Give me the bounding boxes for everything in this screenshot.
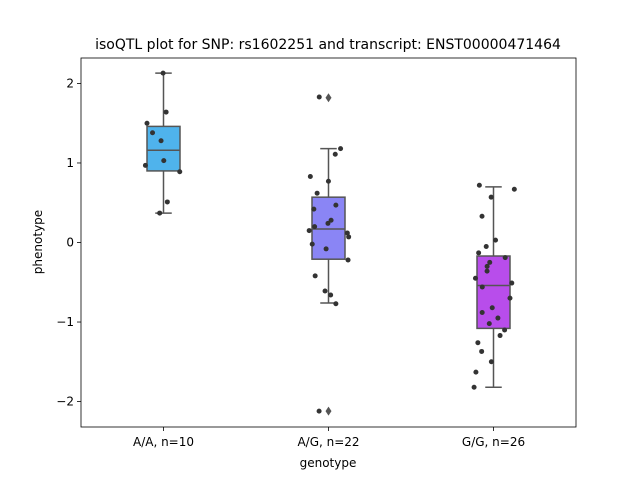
outlier-marker: [325, 93, 332, 103]
outlier-marker: [325, 406, 332, 416]
data-point: [472, 275, 478, 281]
data-point: [346, 234, 352, 240]
data-point: [488, 194, 494, 200]
data-point: [476, 182, 482, 188]
data-point: [333, 202, 339, 208]
y-tick-label: −1: [56, 315, 74, 329]
data-point: [502, 327, 508, 333]
x-tick-label: G/G, n=26: [462, 435, 525, 449]
data-point: [144, 120, 150, 126]
data-point: [486, 321, 492, 327]
data-point: [488, 359, 494, 365]
data-point: [142, 162, 148, 168]
data-point: [333, 301, 339, 307]
data-point: [332, 151, 338, 157]
data-point: [511, 186, 517, 192]
data-point: [475, 340, 481, 346]
data-point: [338, 146, 344, 152]
plot-area: −2 −1 0 1 2 A/A, n=10 A/G, n=22 G/G, n=26: [56, 57, 577, 449]
y-axis-label: phenotype: [31, 210, 45, 274]
y-tick-label: 0: [66, 236, 74, 250]
y-tick-label: −2: [56, 395, 74, 409]
data-point: [328, 292, 334, 298]
data-point: [497, 333, 503, 339]
data-point: [479, 309, 485, 315]
data-point: [312, 273, 318, 279]
data-point: [314, 190, 320, 196]
data-point: [476, 250, 482, 256]
data-point: [160, 70, 166, 76]
data-point: [507, 295, 513, 301]
data-point: [164, 199, 170, 205]
data-point: [344, 230, 350, 236]
data-point: [325, 178, 331, 184]
box-iqr: [476, 255, 511, 330]
data-point: [487, 259, 493, 265]
data-point: [325, 220, 331, 226]
data-point: [484, 263, 490, 269]
x-tick-label: A/A, n=10: [133, 435, 194, 449]
data-point: [489, 305, 495, 311]
y-tick-label: 2: [66, 76, 74, 90]
data-point: [495, 315, 501, 321]
data-point: [309, 241, 315, 247]
data-point: [163, 109, 169, 115]
data-point: [158, 138, 164, 144]
chart-title: isoQTL plot for SNP: rs1602251 and trans…: [95, 37, 561, 53]
data-point: [311, 206, 317, 212]
data-point: [345, 257, 351, 263]
y-tick-label: 1: [66, 156, 74, 170]
data-point: [157, 210, 163, 216]
x-axis-label: genotype: [300, 456, 357, 470]
data-point: [150, 130, 156, 136]
data-point: [479, 213, 485, 219]
data-point: [479, 348, 485, 354]
data-point: [323, 246, 329, 252]
data-point: [483, 243, 489, 249]
box-iqr: [311, 196, 346, 260]
data-point: [316, 408, 322, 414]
data-point: [312, 224, 318, 230]
data-point: [328, 217, 334, 223]
x-tick-label: A/G, n=22: [297, 435, 359, 449]
data-point: [473, 369, 479, 375]
data-point: [502, 255, 508, 261]
data-point: [177, 169, 183, 175]
data-point: [484, 268, 490, 274]
data-point: [509, 280, 515, 286]
data-point: [161, 158, 167, 164]
data-point: [471, 384, 477, 390]
data-point: [306, 228, 312, 234]
data-point: [307, 173, 313, 179]
data-point: [316, 94, 322, 100]
data-point: [493, 237, 499, 243]
data-point: [322, 288, 328, 294]
data-point: [479, 284, 485, 290]
